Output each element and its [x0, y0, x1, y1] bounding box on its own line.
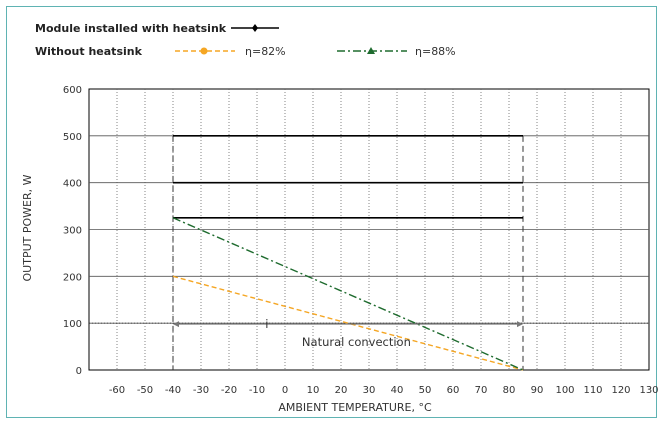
- x-tick-label: 10: [307, 385, 320, 396]
- range-arrow-head-right: [517, 321, 523, 328]
- legend-triangle-marker: [367, 47, 375, 54]
- x-tick-label: 80: [503, 385, 516, 396]
- x-tick-label: 90: [531, 385, 544, 396]
- x-tick-label: 130: [639, 385, 658, 396]
- annotations: i Natural convection: [173, 317, 523, 349]
- x-tick-label: 120: [611, 385, 630, 396]
- legend-label-without-heatsink: Without heatsink: [35, 45, 143, 58]
- x-tick-label: 110: [583, 385, 602, 396]
- x-tick-label: -20: [221, 385, 237, 396]
- legend-circle-marker: [200, 47, 208, 55]
- y-tick-label: 500: [63, 132, 82, 143]
- y-axis-label: OUTPUT POWER, W: [21, 174, 34, 281]
- x-tick-label: 70: [475, 385, 488, 396]
- series-line-3: [172, 275, 524, 371]
- legend-label-eta82: η=82%: [245, 45, 286, 58]
- x-tick-label: 100: [555, 385, 574, 396]
- x-tick-label: -60: [109, 385, 125, 396]
- chart-frame: Module installed with heatsink Without h…: [6, 6, 658, 418]
- legend-swatches: [175, 24, 407, 55]
- x-tick-label: 20: [335, 385, 348, 396]
- legend-label-with-heatsink: Module installed with heatsink: [35, 22, 227, 35]
- grid-lines: [88, 88, 650, 371]
- y-tick-label: 200: [63, 272, 82, 283]
- chart-svg: Module installed with heatsink Without h…: [21, 22, 658, 414]
- y-tick-label: 300: [63, 226, 82, 237]
- range-marker-text: i: [265, 317, 268, 331]
- legend-diamond-marker: [252, 24, 258, 32]
- x-axis-label: AMBIENT TEMPERATURE, °C: [278, 401, 432, 414]
- x-tick-label: -50: [137, 385, 153, 396]
- legend-label-eta88: η=88%: [415, 45, 456, 58]
- x-tick-label: -30: [193, 385, 209, 396]
- x-tick-label: 40: [391, 385, 404, 396]
- y-tick-label: 0: [76, 366, 82, 377]
- y-tick-label: 600: [63, 85, 82, 96]
- x-tick-label: 0: [282, 385, 288, 396]
- x-tick-label: 30: [363, 385, 376, 396]
- range-arrow-head-left: [173, 321, 179, 328]
- series-lines: [172, 135, 524, 371]
- x-tick-label: 50: [419, 385, 432, 396]
- x-tick-label: -10: [249, 385, 265, 396]
- x-tick-label: -40: [165, 385, 181, 396]
- x-tick-label: 60: [447, 385, 460, 396]
- y-tick-label: 400: [63, 179, 82, 190]
- natural-convection-text: Natural convection: [302, 335, 411, 349]
- tick-labels: -60 -50 -40 -30 -20 -10 0 10 20 30 40 50 60 70 80 90 100…: [63, 85, 658, 396]
- y-tick-label: 100: [63, 319, 82, 330]
